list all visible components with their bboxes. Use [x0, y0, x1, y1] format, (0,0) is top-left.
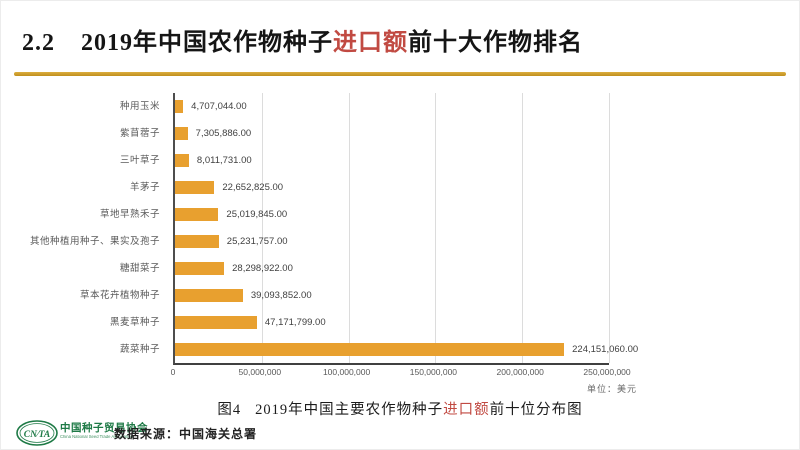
category-label: 糖甜菜子 — [119, 263, 160, 274]
category-label: 草地早熟禾子 — [99, 209, 160, 220]
bar — [175, 127, 188, 140]
gridline — [609, 93, 610, 363]
category-label: 草本花卉植物种子 — [79, 290, 160, 301]
org-name: 中国种子贸易协会 China National Seed Trade Assoc… — [60, 420, 180, 442]
x-tick-label: 150,000,000 — [409, 367, 458, 377]
category-label: 种用玉米 — [119, 101, 160, 112]
value-label: 224,151,060.00 — [572, 344, 639, 355]
x-tick-label: 200,000,000 — [496, 367, 544, 377]
value-label: 25,231,757.00 — [226, 236, 288, 247]
bar — [175, 316, 257, 329]
value-label: 47,171,799.00 — [264, 317, 326, 328]
org-name-chinese: 中国种子贸易协会 — [60, 422, 148, 434]
value-label: 25,019,845.00 — [226, 209, 288, 220]
caption-suffix: 前十位分布图 — [489, 402, 583, 418]
figure-caption: 图4 2019年中国主要农作物种子进口额前十位分布图 — [0, 398, 800, 419]
bar-chart: 种用玉米紫苜蓿子三叶草子羊茅子草地早熟禾子其他种植用种子、果实及孢子糖甜菜子草本… — [0, 88, 800, 394]
chart-unit-note: 单位：美元 — [586, 384, 637, 394]
category-label: 羊茅子 — [129, 182, 160, 193]
caption-highlight: 进口额 — [443, 402, 490, 418]
footer: CN∕TA 中国种子贸易协会 China National Seed Trade… — [0, 416, 800, 450]
value-label: 39,093,852.00 — [250, 290, 312, 301]
bar — [175, 100, 184, 113]
page-title: 2.2 2019年中国农作物种子进口额前十大作物排名 — [22, 22, 782, 57]
cnsta-logo-icon: CN∕TA — [16, 420, 58, 446]
title-underline-rule — [14, 72, 786, 76]
svg-text:CN∕TA: CN∕TA — [24, 430, 50, 440]
title-section-number: 2.2 — [22, 30, 55, 56]
category-label: 其他种植用种子、果实及孢子 — [29, 236, 160, 247]
value-label: 28,298,922.00 — [232, 263, 293, 274]
category-label: 蔬菜种子 — [119, 344, 160, 355]
gridline — [261, 93, 263, 363]
title-suffix: 前十大作物排名 — [408, 30, 583, 56]
gridline — [348, 93, 350, 363]
bar — [175, 235, 219, 248]
figure-number: 图4 — [217, 402, 242, 418]
title-text: 2019年中国农作物种子 — [81, 30, 333, 56]
value-label: 4,707,044.00 — [191, 101, 247, 112]
gridline — [522, 93, 524, 363]
title-highlight: 进口额 — [333, 30, 408, 56]
data-source-note: 数据来源：中国海关总署 — [114, 427, 258, 441]
value-label: 8,011,731.00 — [196, 155, 252, 166]
bar — [175, 262, 225, 275]
bar — [175, 154, 189, 167]
x-tick-label: 100,000,000 — [322, 367, 371, 377]
org-name-english: China National Seed Trade Association — [60, 435, 133, 440]
x-tick-label: 0 — [170, 367, 176, 377]
category-label: 紫苜蓿子 — [119, 128, 160, 139]
chart-category-axis: 种用玉米紫苜蓿子三叶草子羊茅子草地早熟禾子其他种植用种子、果实及孢子糖甜菜子草本… — [16, 93, 166, 363]
bar — [175, 289, 243, 302]
category-label: 黑麦草种子 — [109, 317, 160, 328]
x-tick-label: 250,000,000 — [583, 367, 631, 377]
value-label: 22,652,825.00 — [222, 182, 284, 193]
chart-value-axis: 0 50,000,000 100,000,000 150,000,000 200,000… — [170, 367, 631, 381]
category-label: 三叶草子 — [119, 155, 160, 166]
bar — [175, 343, 565, 356]
gridline — [435, 93, 437, 363]
x-tick-label: 50,000,000 — [238, 367, 282, 377]
bar — [175, 208, 219, 221]
caption-text: 2019年中国主要农作物种子 — [255, 402, 444, 418]
value-label: 7,305,886.00 — [195, 128, 252, 139]
chart-plot: 4,707,044.00 7,305,886.00 8,011,731.00 22,6… — [173, 93, 638, 365]
bar — [175, 181, 215, 194]
